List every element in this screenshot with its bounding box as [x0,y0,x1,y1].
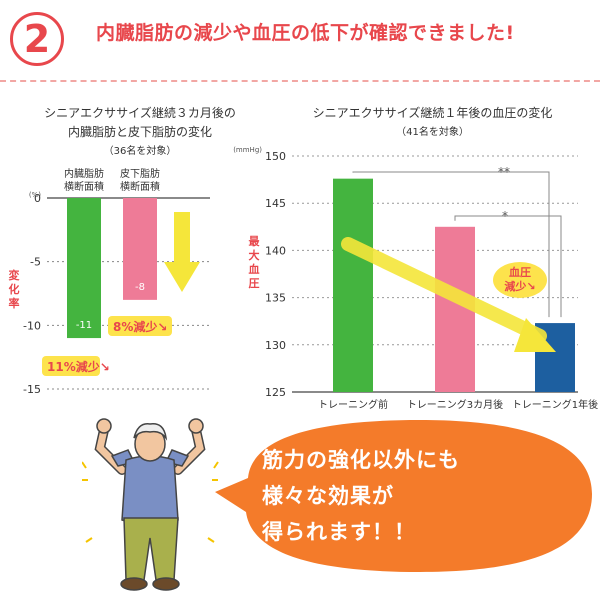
chart2-y-label: 血 [249,262,260,276]
chart2-y-tick: 140 [265,244,286,257]
elderly-man-illustration [82,418,219,591]
chart1-y-label: 率 [9,296,20,310]
chart1-bar [123,198,157,300]
chart2-unit: (mmHg) [233,146,262,154]
chart1-category-label: 内臓脂肪 [64,167,104,180]
chart1-category-label: 皮下脂肪 [120,167,160,180]
divider [0,80,600,82]
chart1-bar [67,198,101,339]
callout-line-3: 得られます！！ [262,520,416,544]
headline: 内臓脂肪の減少や血圧の低下が確認できました! [96,22,515,44]
chart2-title-line1: シニアエクササイズ継続１年後の血圧の変化 [312,106,553,120]
chart2-annotation: 減少↘ [504,279,535,293]
chart1-y-label: 変 [9,268,20,282]
chart2-significance: ** [498,165,510,179]
chart2-annotation-bg [493,262,547,298]
chart1-title-line1: シニアエクササイズ継続３カ月後の [44,106,236,120]
chart2-significance: * [502,209,508,223]
chart2-bracket [454,215,562,318]
chart2-y-label: 大 [249,248,260,262]
chart2-title: シニアエクササイズ継続１年後の血圧の変化 （41名を対象） [280,104,585,142]
chart1-category-label: 横断面積 [64,180,104,193]
chart2-category-label: トレーニング1年後 [512,398,598,411]
callout-text: 筋力の強化以外にも 様々な効果が 得られます！！ [262,442,460,550]
chart1-title: シニアエクササイズ継続３カ月後の 内臓脂肪と皮下脂肪の変化 （36名を対象） [15,104,265,161]
chart2-category-label: トレーニング前 [318,398,388,411]
chart2-y-tick: 135 [265,292,286,305]
chart1-annotation-bg [42,356,100,376]
header: 2 内臓脂肪の減少や血圧の低下が確認できました! [0,0,600,85]
chart2-bar [333,178,373,392]
section-number: 2 [10,12,64,66]
callout-line-2: 様々な効果が [262,484,394,508]
chart1-subtitle: （36名を対象） [103,146,177,157]
callout-line-1: 筋力の強化以外にも [262,448,460,472]
chart2-annotation: 血圧 [509,265,531,279]
chart1-unit: (%) [29,191,41,199]
chart2-bracket [352,171,550,318]
chart2-trend-arrowhead [514,318,556,352]
chart2-y-tick: 145 [265,197,286,210]
chart1-y-tick: -5 [30,256,41,269]
chart1-annotation: 11%減少↘ [47,359,110,374]
chart1-bar-value: -11 [76,320,92,331]
chart1-y-tick: 0 [34,192,41,205]
chart1-title-line2: 内臓脂肪と皮下脂肪の変化 [67,125,212,139]
chart1-y-tick: -15 [23,383,41,396]
chart1-y-tick: -10 [23,319,41,332]
chart2-trend-arrow [341,237,547,343]
chart1-annotation: 8%減少↘ [113,319,167,334]
chart2-subtitle: （41名を対象） [396,127,469,138]
chart1-bar-value: -8 [135,282,145,293]
chart2-y-tick: 125 [265,386,286,399]
chart1-annotation-bg [108,316,172,336]
chart1-down-arrow [164,212,200,292]
chart2-y-tick: 150 [265,150,286,163]
chart1-category-label: 横断面積 [120,180,160,193]
chart1-y-label: 化 [9,282,20,296]
chart2-y-label: 最 [249,235,261,248]
chart2-y-label: 圧 [249,277,260,290]
chart2-category-label: トレーニング3カ月後 [407,398,503,411]
chart2-y-tick: 130 [265,339,286,352]
